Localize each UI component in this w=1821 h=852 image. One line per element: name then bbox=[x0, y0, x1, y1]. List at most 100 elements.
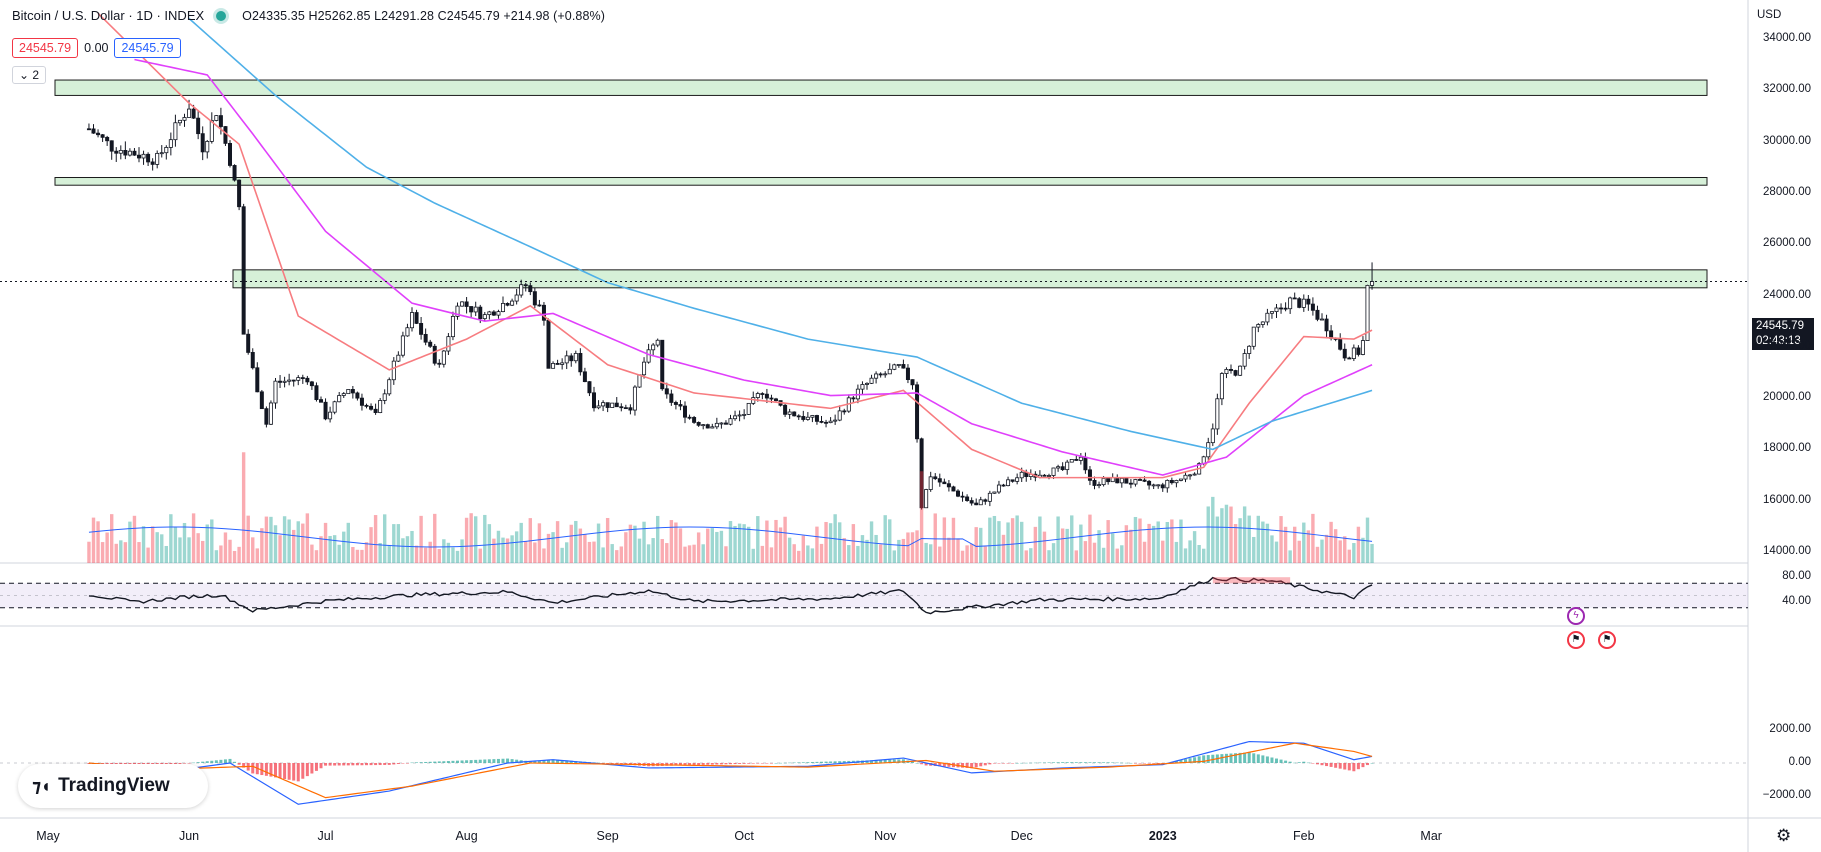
candle-body bbox=[983, 499, 988, 502]
volume-bar bbox=[737, 523, 742, 563]
volume-bar bbox=[392, 524, 396, 563]
candle-body bbox=[814, 415, 819, 422]
symbol-title[interactable]: Bitcoin / U.S. Dollar · 1D · INDEX bbox=[12, 8, 205, 23]
indicators-toggle[interactable]: ⌄ 2 bbox=[12, 66, 47, 84]
candle-body bbox=[428, 341, 433, 347]
macd-histogram-bar bbox=[383, 763, 387, 765]
macd-histogram-bar bbox=[888, 759, 892, 763]
candle-body bbox=[632, 386, 637, 411]
macd-histogram-bar bbox=[979, 763, 983, 767]
settings-gear-icon[interactable]: ⚙ bbox=[1776, 826, 1792, 845]
candle-body bbox=[1019, 471, 1024, 479]
volume-bar bbox=[1224, 504, 1229, 563]
candle-body bbox=[387, 379, 392, 395]
volume-bar bbox=[1333, 529, 1338, 563]
candle-body bbox=[865, 382, 870, 385]
currency-label[interactable]: USD bbox=[1757, 9, 1782, 21]
volume-bar bbox=[1270, 535, 1274, 563]
volume-bar bbox=[1206, 506, 1210, 563]
volume-bar bbox=[1261, 521, 1265, 563]
volume-bar bbox=[319, 536, 323, 563]
volume-bar bbox=[1115, 548, 1119, 563]
macd-histogram-bar bbox=[1265, 756, 1269, 763]
volume-bar bbox=[96, 521, 100, 563]
candle-body bbox=[915, 384, 920, 440]
candle-body bbox=[532, 291, 537, 306]
volume-bar bbox=[160, 534, 164, 563]
macd-histogram-bar bbox=[1152, 763, 1156, 764]
market-status-icon bbox=[216, 10, 227, 21]
volume-bar bbox=[428, 541, 432, 563]
volume-bar bbox=[1279, 516, 1283, 563]
candle-body bbox=[723, 422, 728, 425]
volume-bar bbox=[332, 535, 337, 563]
macd-histogram-bar bbox=[701, 763, 705, 765]
volume-bar bbox=[656, 515, 660, 563]
candle-body bbox=[678, 404, 683, 407]
volume-bar bbox=[514, 531, 519, 563]
volume-bar bbox=[1329, 521, 1333, 563]
macd-histogram-bar bbox=[938, 763, 942, 767]
volume-bar bbox=[883, 515, 887, 563]
volume-bar bbox=[979, 527, 983, 563]
candle-body bbox=[1169, 479, 1174, 484]
volume-bar bbox=[651, 538, 655, 563]
candle-body bbox=[905, 367, 910, 380]
candle-body bbox=[605, 402, 610, 408]
candle-body bbox=[1147, 480, 1152, 486]
candle-body bbox=[332, 401, 337, 413]
macd-histogram-bar bbox=[601, 763, 605, 764]
candle-body bbox=[974, 502, 979, 506]
macd-histogram-bar bbox=[1334, 763, 1338, 768]
macd-histogram-bar bbox=[260, 763, 264, 776]
volume-bar bbox=[423, 547, 428, 563]
economic-event-icon[interactable]: ⚑ bbox=[1598, 631, 1616, 649]
candle-body bbox=[569, 355, 574, 362]
candle-body bbox=[892, 364, 897, 370]
macd-histogram-bar bbox=[1243, 752, 1247, 763]
ask-price[interactable]: 24545.79 bbox=[114, 38, 181, 58]
price-tick-label: 26000.00 bbox=[1763, 237, 1811, 250]
macd-histogram-bar bbox=[1206, 755, 1210, 763]
volume-bar bbox=[988, 517, 992, 563]
candle-body bbox=[259, 391, 264, 410]
macd-histogram-bar bbox=[287, 763, 291, 780]
candle-body bbox=[109, 140, 114, 152]
candle-body bbox=[227, 142, 232, 166]
macd-histogram-bar bbox=[710, 763, 714, 765]
candle-body bbox=[114, 150, 119, 154]
volume-bar bbox=[919, 471, 924, 563]
volume-bar bbox=[1124, 525, 1129, 563]
macd-histogram-bar bbox=[965, 763, 969, 768]
volume-bar bbox=[901, 538, 906, 563]
volume-bar bbox=[264, 516, 269, 563]
earnings-flag-icon[interactable]: ⚑ bbox=[1567, 631, 1585, 649]
volume-bar bbox=[360, 549, 364, 563]
candle-body bbox=[328, 411, 333, 420]
volume-bar bbox=[951, 517, 956, 563]
volume-bar bbox=[633, 525, 637, 563]
candle-body bbox=[1006, 479, 1011, 487]
tradingview-logo[interactable]: ⁊◖ TradingView bbox=[18, 764, 208, 808]
volume-bar bbox=[355, 549, 360, 563]
lightning-event-icon[interactable]: ϟ bbox=[1567, 607, 1585, 625]
macd-histogram-bar bbox=[988, 763, 992, 765]
macd-histogram-bar bbox=[292, 763, 296, 781]
candle-body bbox=[601, 402, 606, 407]
volume-bar bbox=[469, 513, 473, 563]
macd-histogram-bar bbox=[396, 763, 400, 764]
volume-bar bbox=[273, 525, 278, 563]
bid-price[interactable]: 24545.79 bbox=[12, 38, 79, 58]
candle-body bbox=[287, 379, 292, 382]
candle-body bbox=[610, 402, 615, 408]
candle-body bbox=[642, 361, 647, 376]
macd-histogram-bar bbox=[442, 761, 446, 763]
macd-histogram-bar bbox=[610, 763, 614, 764]
candle-body bbox=[1087, 469, 1092, 481]
candle-body bbox=[1247, 345, 1252, 354]
volume-bar bbox=[1302, 522, 1306, 563]
volume-bar bbox=[110, 514, 114, 563]
volume-bar bbox=[1142, 541, 1147, 563]
candle-body bbox=[136, 154, 141, 159]
